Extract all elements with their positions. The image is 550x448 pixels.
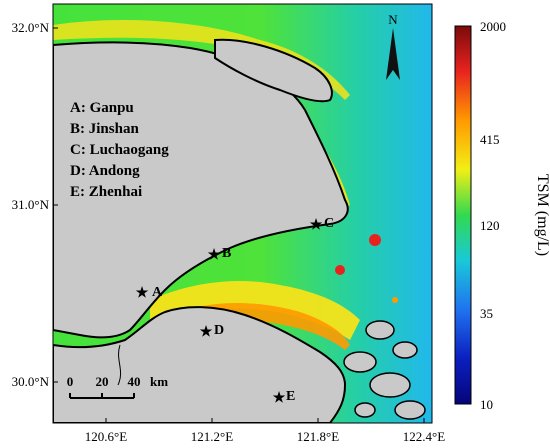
station-legend-item: B: Jinshan xyxy=(70,121,139,137)
colorbar-tick-label: 120 xyxy=(480,218,500,233)
station-letter-a: A xyxy=(152,285,163,300)
station-legend: A: Ganpu B: Jinshan C: Luchaogang D: And… xyxy=(70,100,169,200)
latitude-labels: 32.0°N 31.0°N 30.0°N xyxy=(12,20,58,389)
turbid-band-south xyxy=(150,280,360,340)
scale-tick-label: 40 xyxy=(128,374,141,389)
star-icon: ★ xyxy=(136,285,149,301)
lon-label: 120.6°E xyxy=(85,429,127,444)
island xyxy=(392,341,418,359)
colorbar-tick-label: 2000 xyxy=(480,19,506,34)
scale-unit: km xyxy=(150,374,168,389)
station-legend-item: A: Ganpu xyxy=(70,100,134,116)
lon-label: 122.4°E xyxy=(403,429,445,444)
map-area xyxy=(53,4,432,423)
lat-label: 31.0°N xyxy=(12,197,50,212)
island xyxy=(365,320,395,340)
station-markers: ★ A ★ B ★ C ★ D ★ E xyxy=(136,216,334,406)
turbid-spot xyxy=(369,234,381,246)
station-legend-item: D: Andong xyxy=(70,163,140,179)
longitude-labels: 120.6°E 121.2°E 121.8°E 122.4°E xyxy=(85,418,445,444)
colorbar: 2000 415 120 35 10 TSM (mg/L) xyxy=(454,19,550,412)
north-arrow: N xyxy=(386,12,400,80)
scale-bar: 0 20 40 km xyxy=(67,374,168,399)
colorbar-tick-label: 415 xyxy=(480,132,500,147)
chongming-island xyxy=(214,38,333,103)
station-letter-c: C xyxy=(324,216,334,231)
lat-label: 30.0°N xyxy=(12,374,50,389)
colorbar-tick-label: 10 xyxy=(480,397,493,412)
south-shore-land xyxy=(53,306,347,423)
island xyxy=(369,372,411,398)
lon-label: 121.2°E xyxy=(191,429,233,444)
station-legend-item: E: Zhenhai xyxy=(70,184,142,200)
scale-tick-label: 20 xyxy=(96,374,109,389)
station-letter-d: D xyxy=(214,323,224,338)
scale-tick-label: 0 xyxy=(67,374,74,389)
star-icon: ★ xyxy=(310,217,323,233)
station-legend-item: C: Luchaogang xyxy=(70,142,169,158)
river xyxy=(117,344,122,386)
star-icon: ★ xyxy=(200,324,213,340)
mainland xyxy=(53,41,349,339)
turbid-spot xyxy=(392,297,398,303)
lon-label: 121.8°E xyxy=(297,429,339,444)
lat-label: 32.0°N xyxy=(12,20,50,35)
turbid-spot xyxy=(335,265,345,275)
island xyxy=(354,402,376,418)
station-letter-e: E xyxy=(286,389,295,404)
colorbar-title: TSM (mg/L) xyxy=(534,174,550,256)
station-letter-b: B xyxy=(222,246,231,261)
island xyxy=(343,351,377,373)
north-label: N xyxy=(388,12,398,27)
colorbar-tick-label: 35 xyxy=(480,306,493,321)
north-arrow-icon xyxy=(386,28,400,80)
colorbar-ramp xyxy=(454,25,472,405)
star-icon: ★ xyxy=(273,390,286,406)
island xyxy=(394,400,426,420)
star-icon: ★ xyxy=(208,247,221,263)
map-frame xyxy=(52,3,433,424)
